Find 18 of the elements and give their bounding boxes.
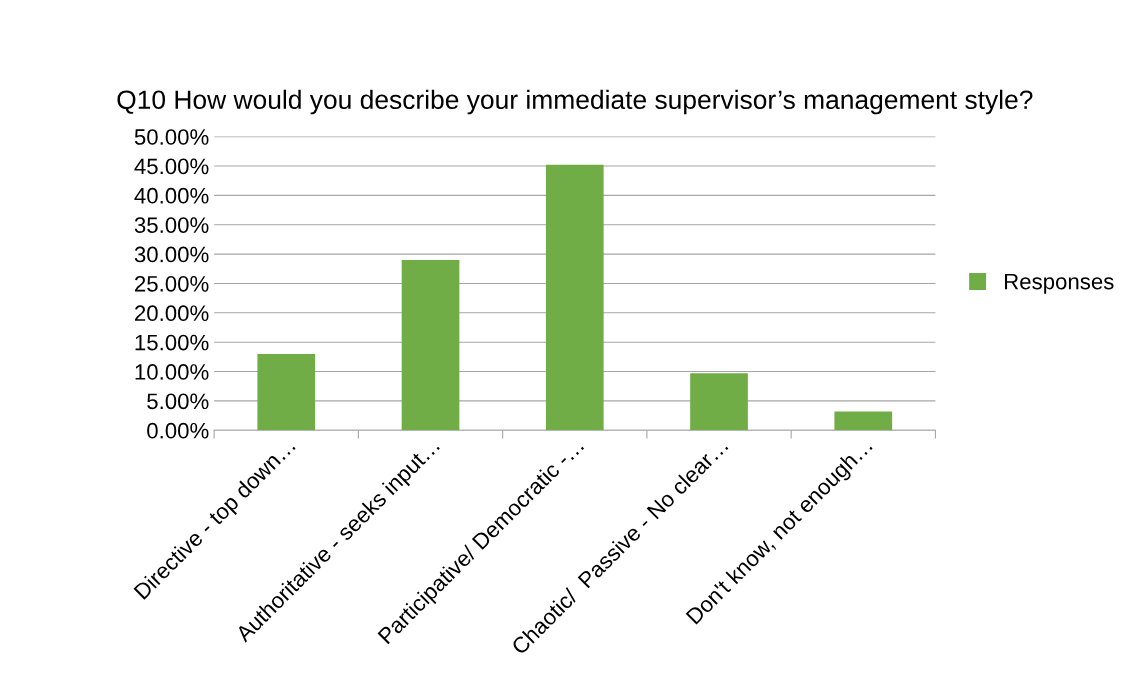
bar <box>401 259 460 431</box>
legend-label: Responses <box>1004 273 1114 294</box>
y-tick-label: 30.00% <box>134 246 209 263</box>
y-tick-label: 40.00% <box>134 187 209 204</box>
y-tick-label: 0.00% <box>147 422 209 439</box>
y-tick-label: 5.00% <box>147 393 209 410</box>
y-tick-label: 20.00% <box>135 305 209 322</box>
y-tick-label: 25.00% <box>135 275 209 292</box>
y-tick-label: 10.00% <box>135 364 209 380</box>
y-tick-label: 35.00% <box>134 217 209 233</box>
bar <box>545 164 604 431</box>
chart-title: Q10 How would you describe your immediate supervisor’s management style? <box>117 89 1033 115</box>
y-tick-label: 50.00% <box>134 129 209 145</box>
bar <box>690 373 748 431</box>
y-tick-label: 45.00% <box>134 158 209 175</box>
bar <box>257 353 316 431</box>
y-tick-label: 15.00% <box>135 334 209 351</box>
bar <box>834 411 893 431</box>
